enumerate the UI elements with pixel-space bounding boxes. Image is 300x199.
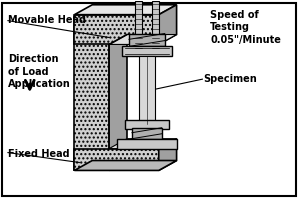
Text: Fixed Head: Fixed Head (8, 149, 70, 159)
Bar (152, 1, 159, 51)
Bar (125, 120, 169, 129)
Bar (132, 128, 162, 139)
Bar (129, 33, 165, 46)
Polygon shape (109, 139, 177, 149)
Text: Direction
of Load
Application: Direction of Load Application (8, 54, 71, 89)
Bar (139, 56, 155, 124)
Bar (74, 149, 159, 170)
Polygon shape (159, 5, 177, 44)
Polygon shape (159, 139, 177, 170)
Bar (74, 17, 109, 170)
Text: Speed of
Testing
0.05"/Minute: Speed of Testing 0.05"/Minute (210, 10, 281, 45)
Polygon shape (74, 161, 177, 170)
Polygon shape (109, 34, 177, 44)
Bar (117, 139, 177, 149)
Bar (122, 46, 172, 56)
Bar (74, 15, 159, 44)
Polygon shape (109, 7, 127, 170)
Text: Specimen: Specimen (203, 74, 257, 84)
Text: Movable Head: Movable Head (8, 15, 86, 25)
Bar (135, 1, 142, 51)
Polygon shape (74, 5, 177, 15)
